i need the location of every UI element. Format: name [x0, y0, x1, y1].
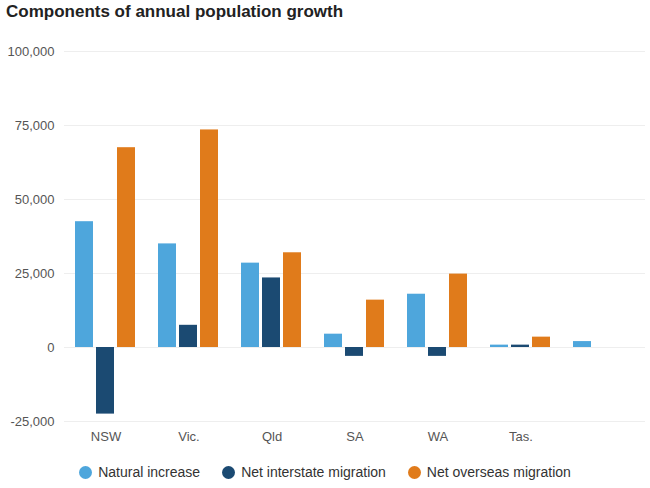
- svg-text:Vic.: Vic.: [178, 429, 199, 444]
- html-text:Net interstate migration: Net interstate migration: [241, 464, 386, 480]
- svg-text:Tas.: Tas.: [509, 429, 533, 444]
- svg-text:50,000: 50,000: [15, 192, 55, 207]
- svg-text:100,000: 100,000: [8, 44, 55, 59]
- svg-text:-25,000: -25,000: [10, 414, 54, 429]
- html-text:Components of annual populatio: Components of annual population growth: [6, 2, 344, 21]
- svg-text:SA: SA: [346, 429, 364, 444]
- svg-text:0: 0: [47, 340, 54, 355]
- html-text:Natural increase: Natural increase: [98, 464, 201, 480]
- svg-text:Qld: Qld: [262, 429, 282, 444]
- svg-text:25,000: 25,000: [15, 266, 55, 281]
- html-text:Net overseas migration: Net overseas migration: [426, 464, 571, 480]
- svg-text:NSW: NSW: [91, 429, 122, 444]
- svg-text:WA: WA: [428, 429, 449, 444]
- svg-text:75,000: 75,000: [15, 118, 55, 133]
